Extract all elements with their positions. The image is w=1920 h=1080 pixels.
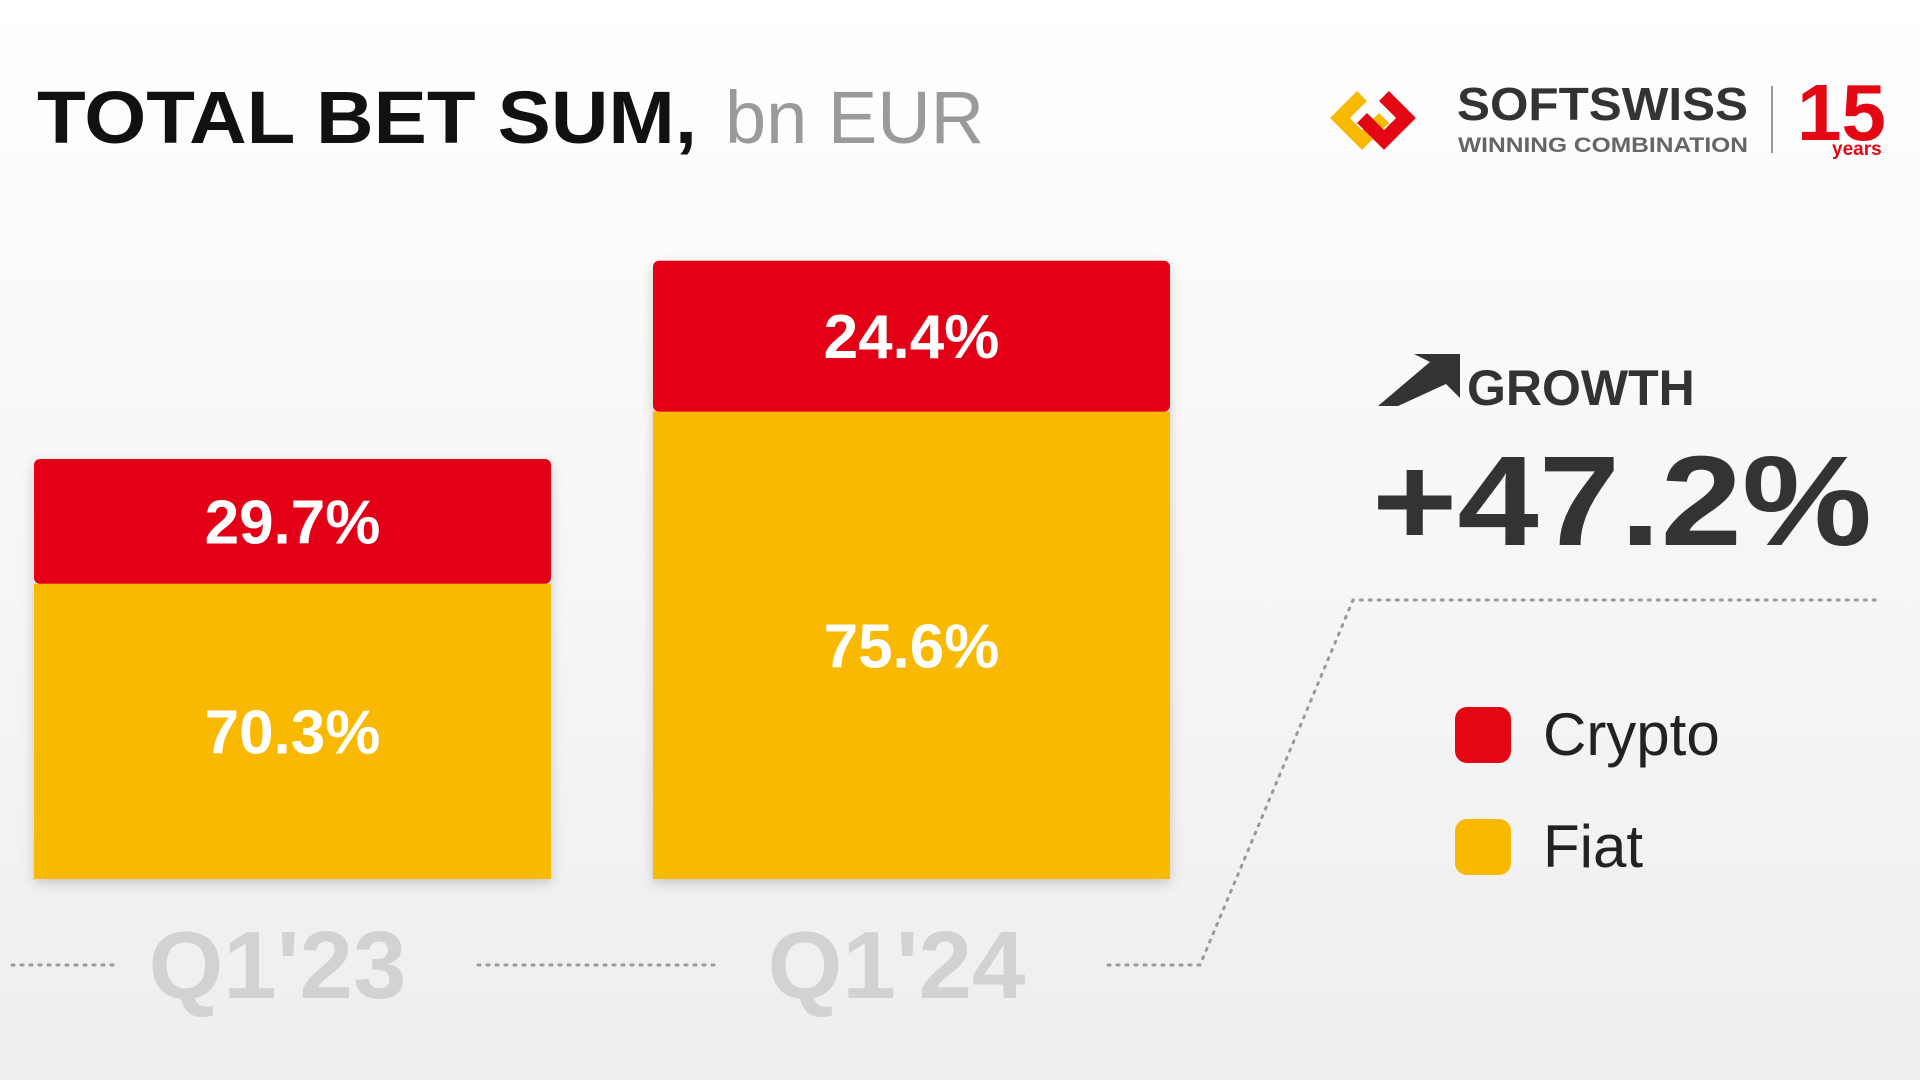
data-label: 70.3% xyxy=(205,698,381,767)
bar-group xyxy=(34,459,551,879)
bar-segment xyxy=(34,583,551,879)
growth-value: +47.2% xyxy=(1372,430,1872,573)
dotted-line xyxy=(1106,598,1882,967)
growth-label: GROWTH xyxy=(1467,360,1695,416)
logo-icon xyxy=(1357,91,1416,150)
legend-swatch xyxy=(1455,819,1511,875)
chart-title: TOTAL BET SUM, xyxy=(37,76,697,159)
bar-segment xyxy=(653,411,1170,879)
logo-brand: SOFTSWISS xyxy=(1457,78,1748,130)
x-tick-label: Q1'23 xyxy=(149,912,407,1019)
growth-icon xyxy=(1378,354,1460,406)
bar-group xyxy=(653,260,1170,879)
logo-anniversary: 15 xyxy=(1797,68,1886,157)
x-tick-label: Q1'24 xyxy=(768,912,1026,1019)
chart-subtitle: bn EUR xyxy=(725,76,984,159)
data-label: 24.4% xyxy=(824,303,1000,372)
legend-swatch xyxy=(1455,707,1511,763)
logo-anniversary-unit: years xyxy=(1832,139,1882,160)
legend-label: Fiat xyxy=(1543,813,1643,880)
legend-label: Crypto xyxy=(1543,701,1720,768)
data-label: 75.6% xyxy=(824,612,1000,681)
data-label: 29.7% xyxy=(205,488,381,557)
logo: SOFTSWISS WINNING COMBINATION 15 years xyxy=(1330,68,1886,160)
bar-segment xyxy=(653,260,1170,412)
logo-tagline: WINNING COMBINATION xyxy=(1458,134,1748,157)
bar-segment xyxy=(34,459,551,584)
